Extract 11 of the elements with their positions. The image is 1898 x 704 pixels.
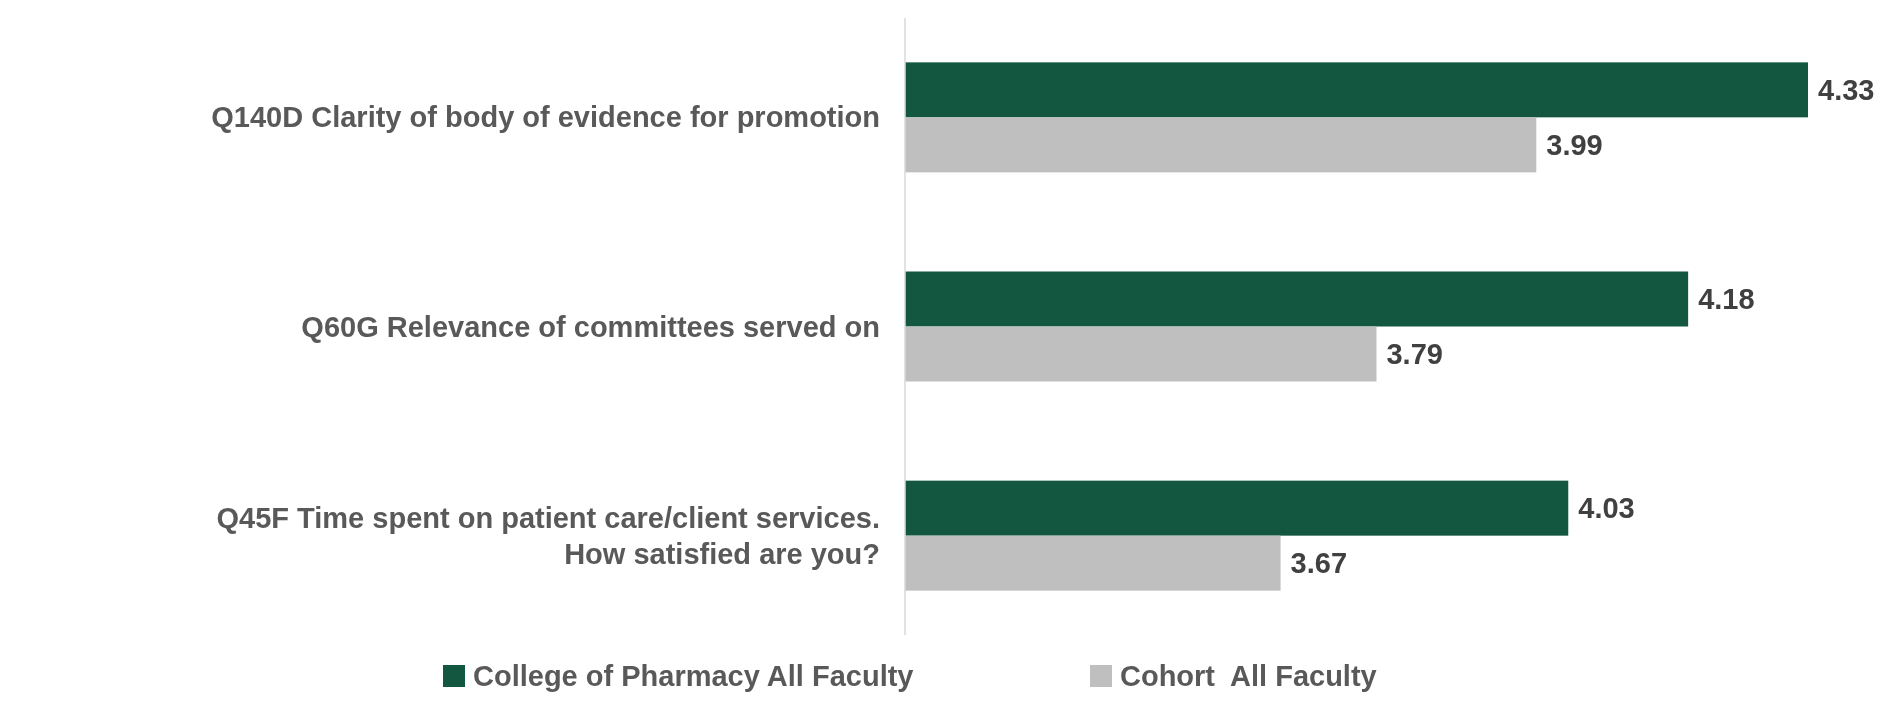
data-label: 3.67 — [1290, 547, 1348, 580]
data-label: 4.18 — [1698, 283, 1755, 316]
legend-label: College of Pharmacy All Faculty — [473, 660, 914, 693]
legend-label: Cohort All Faculty — [1120, 660, 1377, 693]
data-label: 4.33 — [1818, 74, 1875, 106]
data-label: 3.79 — [1386, 338, 1443, 371]
data-label: 4.03 — [1578, 492, 1635, 525]
y-tick-label: Q140D Clarity of body of evidence for promotion — [211, 101, 880, 134]
y-tick-label: Q45F Time spent on patient care/client services. How satisfied are you? — [216, 501, 880, 570]
data-label: 3.99 — [1546, 129, 1603, 161]
y-tick-label: Q60G Relevance of committees served on — [301, 310, 880, 343]
